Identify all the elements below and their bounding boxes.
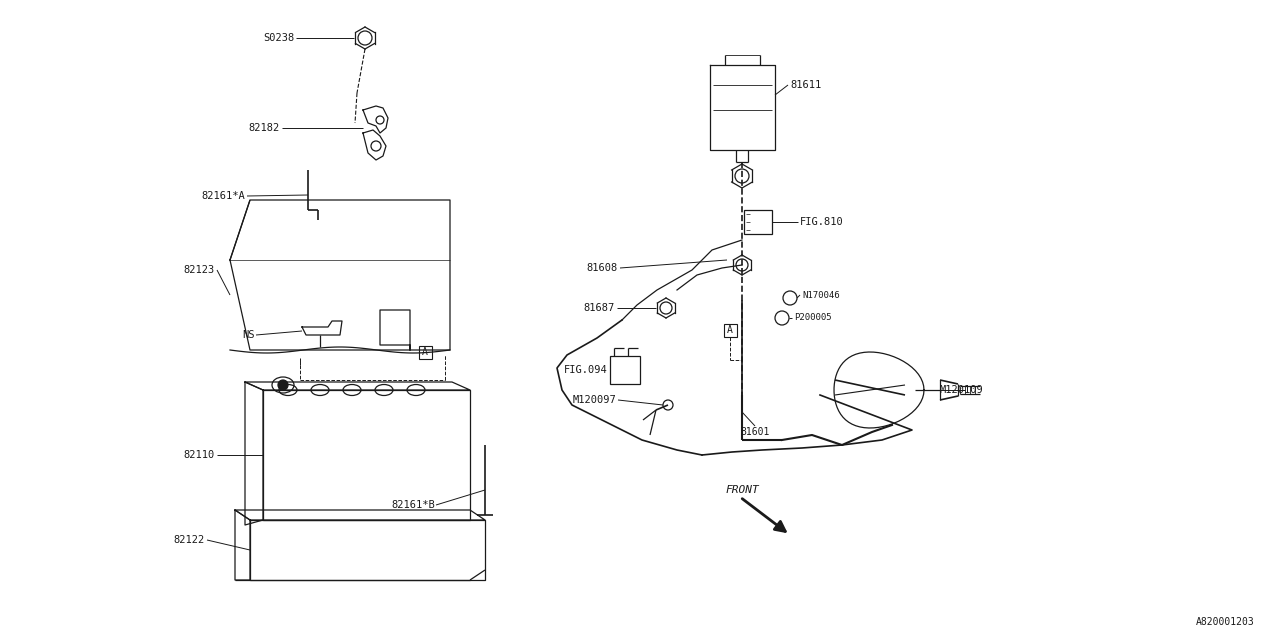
Text: 81608: 81608 xyxy=(586,263,618,273)
Text: 81601: 81601 xyxy=(740,427,769,437)
Text: NS: NS xyxy=(242,330,255,340)
Text: M120097: M120097 xyxy=(572,395,616,405)
Text: 82122: 82122 xyxy=(174,535,205,545)
Text: 82123: 82123 xyxy=(184,265,215,275)
Text: 82161*B: 82161*B xyxy=(392,500,435,510)
Bar xyxy=(611,356,640,384)
Text: 82161*A: 82161*A xyxy=(201,191,244,201)
Text: P200005: P200005 xyxy=(794,314,832,323)
Bar xyxy=(723,323,736,337)
Text: M120109: M120109 xyxy=(940,385,984,395)
Text: 81611: 81611 xyxy=(790,80,822,90)
Bar xyxy=(744,210,772,234)
Bar xyxy=(419,346,431,358)
Text: FIG.810: FIG.810 xyxy=(800,217,844,227)
Text: N170046: N170046 xyxy=(803,291,840,300)
Text: 82182: 82182 xyxy=(248,123,280,133)
Text: A820001203: A820001203 xyxy=(1197,617,1254,627)
Text: 81687: 81687 xyxy=(584,303,614,313)
Circle shape xyxy=(278,380,288,390)
Text: A: A xyxy=(727,325,733,335)
Text: FIG.094: FIG.094 xyxy=(564,365,608,375)
Text: FRONT: FRONT xyxy=(724,485,759,495)
Text: 82110: 82110 xyxy=(184,450,215,460)
Text: A: A xyxy=(422,347,428,357)
Text: S0238: S0238 xyxy=(264,33,294,43)
